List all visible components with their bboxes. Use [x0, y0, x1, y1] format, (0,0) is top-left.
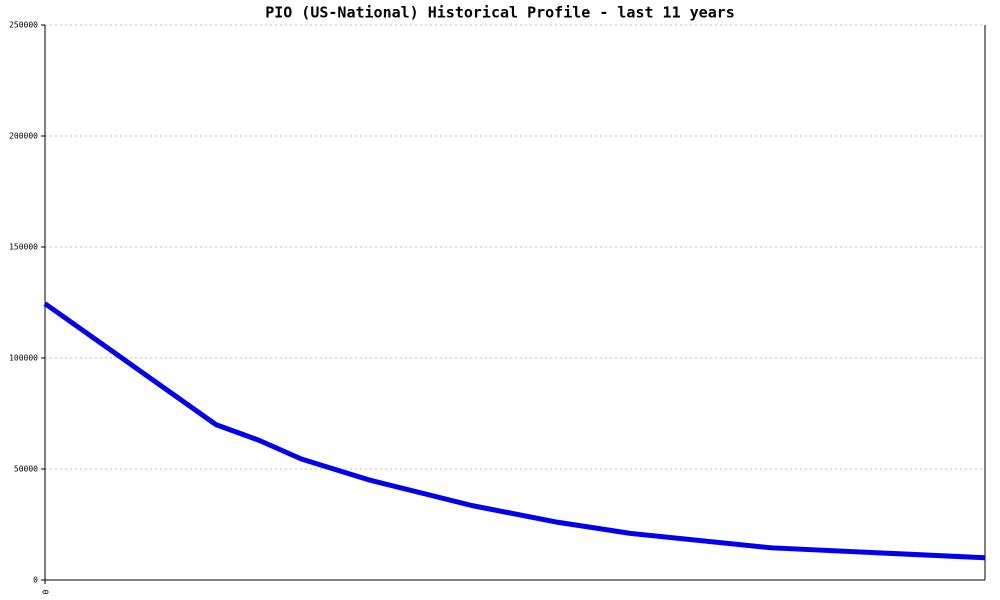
- y-tick-label: 200000: [9, 132, 38, 141]
- y-tick-label: 150000: [9, 243, 38, 252]
- data-line: [43, 301, 986, 561]
- chart-title: PIO (US-National) Historical Profile - l…: [265, 4, 735, 22]
- y-tick-label: 50000: [14, 465, 38, 474]
- y-tick-label: 0: [33, 576, 38, 585]
- y-tick-label: 250000: [9, 21, 38, 30]
- y-tick-label: 100000: [9, 354, 38, 363]
- x-tick-label: 0: [41, 590, 50, 595]
